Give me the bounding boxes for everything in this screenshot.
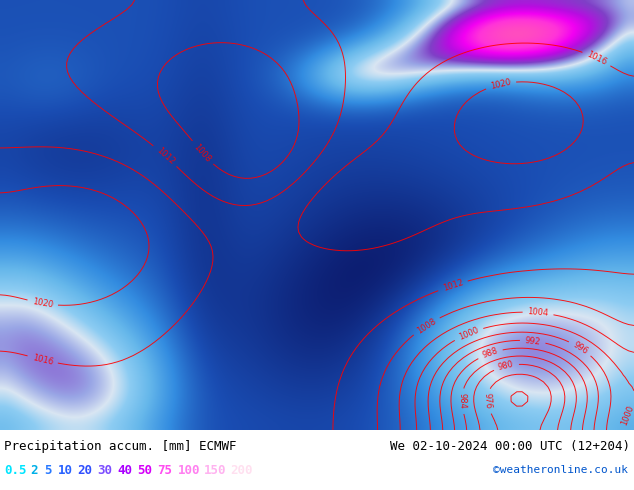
Text: 100: 100 <box>178 464 200 477</box>
Text: 976: 976 <box>482 393 493 410</box>
Text: 50: 50 <box>138 464 153 477</box>
Text: 996: 996 <box>571 340 590 356</box>
Text: 1008: 1008 <box>192 142 213 164</box>
Text: 1000: 1000 <box>619 404 634 427</box>
Text: 150: 150 <box>204 464 226 477</box>
Text: We 02-10-2024 00:00 UTC (12+204): We 02-10-2024 00:00 UTC (12+204) <box>390 440 630 453</box>
Text: 0.5: 0.5 <box>4 464 27 477</box>
Text: 1012: 1012 <box>154 146 176 166</box>
Text: 988: 988 <box>481 346 499 360</box>
Text: 984: 984 <box>457 393 467 409</box>
Text: 992: 992 <box>524 336 541 346</box>
Text: 1020: 1020 <box>32 297 54 310</box>
Text: 10: 10 <box>58 464 72 477</box>
Text: 1004: 1004 <box>527 307 549 318</box>
Text: 1000: 1000 <box>457 325 480 342</box>
Text: 1012: 1012 <box>441 278 464 293</box>
Text: 30: 30 <box>98 464 112 477</box>
Text: 1016: 1016 <box>31 353 54 367</box>
Text: 1020: 1020 <box>489 77 512 91</box>
Text: 1008: 1008 <box>415 316 437 335</box>
Text: 980: 980 <box>498 360 515 372</box>
Text: 40: 40 <box>117 464 133 477</box>
Text: Precipitation accum. [mm] ECMWF: Precipitation accum. [mm] ECMWF <box>4 440 236 453</box>
Text: 200: 200 <box>231 464 253 477</box>
Text: 1016: 1016 <box>585 50 608 67</box>
Text: 2: 2 <box>30 464 38 477</box>
Text: 75: 75 <box>157 464 172 477</box>
Text: ©weatheronline.co.uk: ©weatheronline.co.uk <box>493 465 628 475</box>
Text: 5: 5 <box>44 464 51 477</box>
Text: 20: 20 <box>77 464 93 477</box>
